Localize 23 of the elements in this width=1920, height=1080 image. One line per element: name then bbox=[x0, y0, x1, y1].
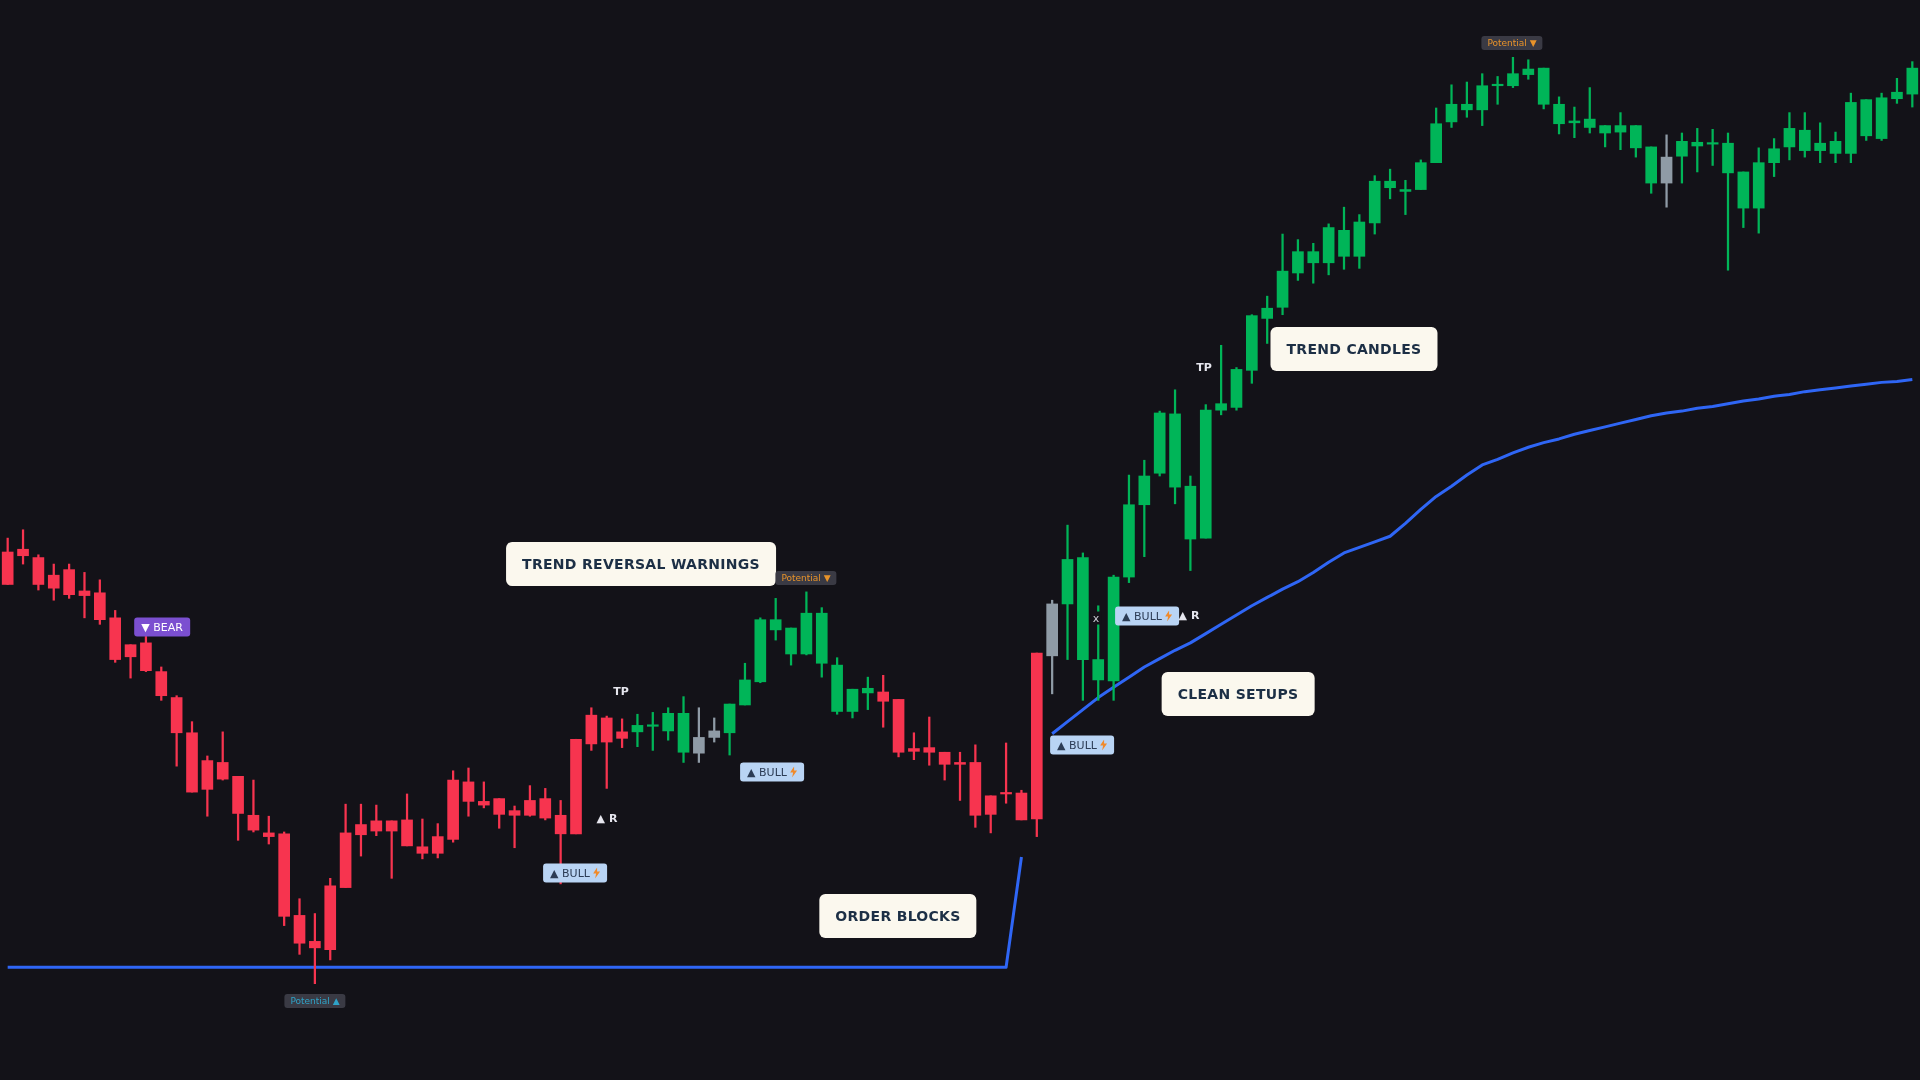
annotation: TP bbox=[1196, 360, 1212, 374]
candlestick bbox=[247, 779, 260, 833]
annotation: ▲ BULL bbox=[1122, 609, 1162, 623]
text: Potential ▼ bbox=[1487, 38, 1537, 48]
annotation: ORDER BLOCKS bbox=[835, 908, 961, 924]
annotation: Potential ▼ bbox=[781, 573, 831, 583]
annotation: TREND CANDLES bbox=[1286, 341, 1422, 357]
candlestick bbox=[631, 713, 644, 748]
annotation: ▲ BULL bbox=[747, 765, 787, 779]
candlestick bbox=[416, 818, 429, 860]
candlestick bbox=[1399, 179, 1412, 215]
candlestick bbox=[508, 805, 521, 849]
annotation: ▲ BULL bbox=[1057, 738, 1097, 752]
annotation: ▼ BEAR bbox=[141, 620, 183, 634]
annotation: TP bbox=[613, 684, 629, 698]
text: Potential ▲ bbox=[290, 996, 340, 1006]
candlestick bbox=[1614, 112, 1627, 151]
annotation: x bbox=[1092, 611, 1100, 625]
annotation: ▲ R bbox=[1178, 608, 1200, 622]
annotation: CLEAN SETUPS bbox=[1177, 686, 1299, 702]
annotation: ▲ BULL bbox=[550, 866, 590, 880]
annotation: ▲ R bbox=[596, 811, 618, 825]
annotation: TREND REVERSAL WARNINGS bbox=[522, 556, 760, 572]
